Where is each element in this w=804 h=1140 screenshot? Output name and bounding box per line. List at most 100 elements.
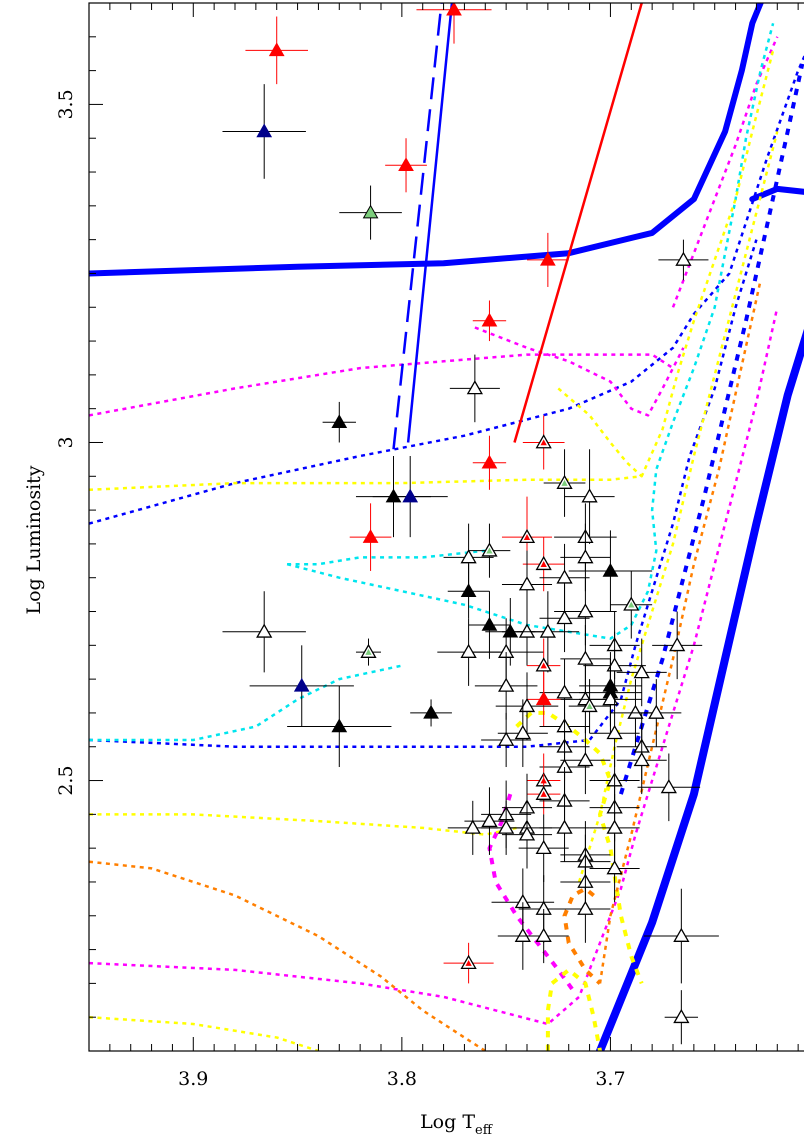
filled-triangle-marker (362, 529, 379, 543)
open-triangle-marker (518, 826, 536, 841)
track-19 (545, 967, 602, 1051)
filled-triangle-marker (481, 454, 498, 469)
track-21 (89, 860, 486, 1051)
open-triangle-marker (675, 251, 692, 266)
filled-triangle-marker (423, 704, 439, 719)
filled-triangle-marker (385, 488, 402, 503)
y-tick-label: 3 (55, 436, 77, 448)
filled-triangle-marker (398, 157, 414, 172)
filled-triangle-marker (481, 617, 498, 631)
filled-triangle-marker (481, 312, 498, 327)
track-12 (286, 22, 775, 640)
star-point-6 (527, 232, 569, 287)
filled-triangle-marker (602, 562, 619, 577)
open-triangle-marker (627, 704, 644, 719)
track-2 (749, 185, 804, 203)
track-15 (557, 387, 643, 478)
marker-color-fill (540, 439, 547, 446)
star-point-93 (518, 909, 569, 964)
star-point-54 (579, 665, 642, 734)
open-triangle-marker (498, 819, 515, 834)
track-17 (89, 1015, 319, 1051)
filled-triangle-marker (331, 718, 348, 733)
open-triangle-marker (648, 704, 665, 719)
star-point-9 (449, 354, 500, 423)
track-8 (671, 36, 779, 308)
star-point-79 (481, 800, 532, 855)
star-point-2 (245, 16, 308, 85)
filled-triangle-marker (535, 691, 552, 706)
star-point-51 (568, 679, 611, 734)
track-4 (89, 54, 804, 525)
star-point-62 (481, 712, 532, 768)
star-point-86 (589, 834, 640, 903)
star-point-34 (516, 591, 580, 673)
filled-triangle-marker (502, 623, 519, 638)
plot-area (89, 3, 804, 1051)
x-axis-title-main: Log T (420, 1111, 475, 1133)
track-20 (577, 131, 779, 883)
x-axis-title: Log Teff (420, 1111, 494, 1138)
open-triangle-marker (606, 657, 623, 672)
y-tick-label: 3.5 (55, 89, 77, 119)
track-13 (287, 549, 486, 566)
star-point-24 (568, 530, 653, 612)
star-point-1 (416, 3, 492, 44)
open-triangle-marker (633, 664, 650, 679)
open-triangle-marker (535, 927, 552, 942)
marker-color-fill (540, 662, 547, 669)
star-point-94 (443, 942, 494, 984)
track-5 (89, 239, 758, 748)
filled-triangle-marker (446, 3, 462, 16)
open-triangle-marker (556, 819, 573, 834)
star-point-52 (527, 672, 561, 727)
star-point-12 (472, 435, 507, 490)
marker-color-fill (523, 533, 531, 540)
open-triangle-marker (660, 778, 677, 794)
star-point-28 (610, 570, 653, 639)
track-24 (618, 63, 804, 795)
open-triangle-marker (581, 488, 598, 503)
open-triangle-marker (673, 927, 690, 942)
star-point-8 (472, 300, 507, 342)
boundary-line-2 (392, 3, 443, 450)
open-triangle-marker (673, 1008, 690, 1024)
open-triangle-marker (518, 623, 536, 638)
star-point-3 (222, 84, 306, 179)
open-triangle-marker (518, 697, 536, 713)
open-triangle-marker (556, 569, 573, 584)
open-triangle-marker (577, 549, 594, 564)
open-triangle-marker (633, 751, 650, 767)
star-point-57 (631, 679, 682, 747)
filled-triangle-marker (402, 488, 419, 503)
filled-triangle-marker (293, 677, 310, 692)
star-point-27 (447, 564, 490, 619)
filled-triangle-marker (256, 123, 273, 138)
star-point-90 (560, 875, 611, 943)
open-triangle-marker (514, 724, 531, 740)
open-triangle-marker (577, 650, 594, 665)
track-7 (474, 326, 685, 417)
star-point-80 (539, 794, 590, 862)
open-triangle-marker (481, 812, 498, 828)
star-point-53 (495, 672, 559, 740)
star-point-13 (543, 449, 586, 517)
open-triangle-marker (577, 900, 594, 915)
star-point-58 (287, 685, 392, 768)
star-point-22 (522, 537, 565, 592)
star-point-91 (643, 888, 719, 984)
open-triangle-marker (577, 751, 594, 767)
star-point-40 (652, 611, 703, 680)
open-triangle-marker (466, 380, 483, 395)
filled-triangle-marker (539, 251, 556, 266)
track-9 (89, 307, 779, 1026)
open-triangle-marker (464, 819, 481, 834)
open-triangle-marker (256, 623, 273, 638)
star-point-95 (664, 990, 699, 1045)
star-point-65 (560, 726, 611, 795)
x-tick-label: 3.8 (387, 1068, 417, 1090)
y-axis-title: Log Luminosity (23, 465, 45, 614)
open-triangle-marker (460, 549, 477, 564)
marker-color-fill (365, 648, 372, 655)
boundary-line-3 (513, 3, 643, 443)
